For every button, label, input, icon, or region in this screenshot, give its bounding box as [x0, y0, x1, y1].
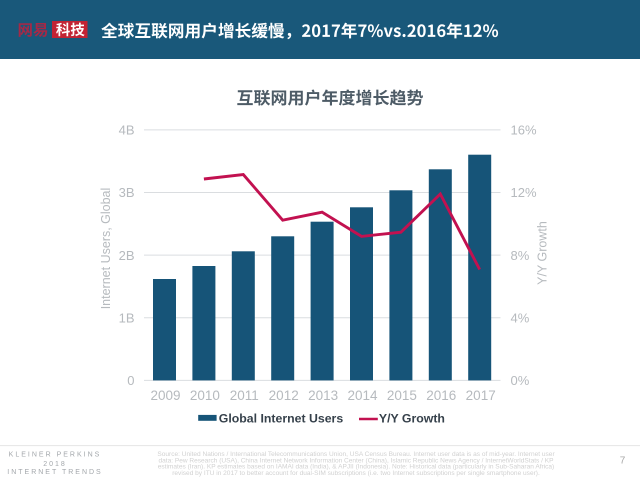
svg-text:2016: 2016	[426, 388, 456, 403]
svg-text:0: 0	[127, 373, 134, 388]
svg-text:2018: 2018	[43, 461, 67, 468]
svg-text:Y/Y Growth: Y/Y Growth	[379, 411, 445, 425]
svg-text:data: Pew Research (USA), Chin: data: Pew Research (USA), China Internet…	[158, 457, 554, 464]
svg-text:2017: 2017	[466, 388, 496, 403]
svg-text:INTERNET TRENDS: INTERNET TRENDS	[7, 469, 102, 476]
svg-text:0%: 0%	[511, 373, 530, 388]
svg-text:Source: United Nations / Inter: Source: United Nations / International T…	[157, 451, 555, 458]
svg-text:2015: 2015	[387, 388, 417, 403]
svg-text:2B: 2B	[119, 248, 135, 263]
svg-text:Global Internet Users: Global Internet Users	[219, 411, 344, 425]
svg-text:2009: 2009	[150, 388, 180, 403]
svg-text:8%: 8%	[511, 248, 530, 263]
svg-text:3B: 3B	[119, 185, 135, 200]
svg-text:2013: 2013	[308, 388, 338, 403]
svg-text:Internet Users, Global: Internet Users, Global	[99, 188, 113, 310]
svg-text:2011: 2011	[230, 388, 259, 403]
svg-text:2012: 2012	[269, 388, 299, 403]
svg-text:12%: 12%	[511, 185, 537, 200]
svg-text:2014: 2014	[347, 388, 378, 403]
svg-text:4%: 4%	[511, 310, 530, 325]
svg-text:estimates (Iran). KP estimates: estimates (Iran). KP estimates based on …	[158, 464, 555, 471]
svg-text:16%: 16%	[511, 123, 537, 138]
svg-text:Y/Y Growth: Y/Y Growth	[535, 221, 549, 285]
svg-text:7: 7	[620, 456, 626, 467]
svg-text:4B: 4B	[119, 123, 135, 138]
svg-text:revised by ITU in 2017 to bett: revised by ITU in 2017 to better account…	[172, 470, 540, 477]
svg-text:KLEINER PERKINS: KLEINER PERKINS	[9, 452, 102, 459]
svg-text:1B: 1B	[119, 310, 135, 325]
svg-text:2010: 2010	[190, 388, 220, 403]
